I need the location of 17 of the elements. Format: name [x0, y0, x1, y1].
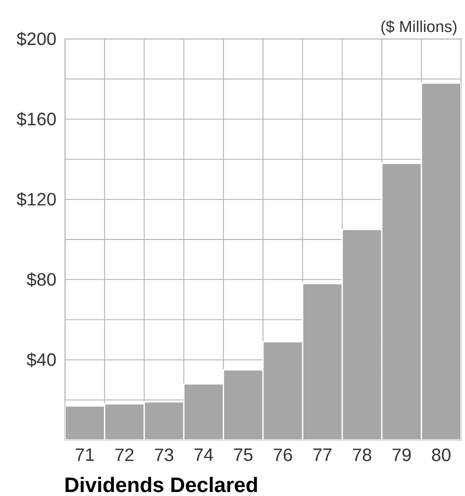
x-tick-label: 80 [432, 448, 450, 462]
x-tick-label: 77 [313, 448, 332, 461]
y-tick-label: $120 [16, 192, 56, 207]
y-tick-label: $80 [26, 272, 56, 287]
y-axis-title: ($ Millions) [381, 20, 456, 36]
y-tick-label: $160 [16, 112, 56, 126]
x-tick-label: 78 [352, 448, 372, 462]
y-tick-label: $40 [26, 352, 56, 368]
x-tick-label: 71 [76, 448, 94, 461]
x-tick-label: 74 [194, 448, 214, 461]
text: Dividends Declared [66, 476, 257, 492]
x-tick-label: 75 [234, 448, 252, 462]
x-tick-label: 73 [154, 448, 174, 462]
y-tick-label: $200 [16, 32, 56, 46]
x-tick-label: 72 [115, 448, 134, 462]
x-tick-label: 76 [274, 448, 292, 462]
x-tick-label: 79 [392, 448, 411, 462]
